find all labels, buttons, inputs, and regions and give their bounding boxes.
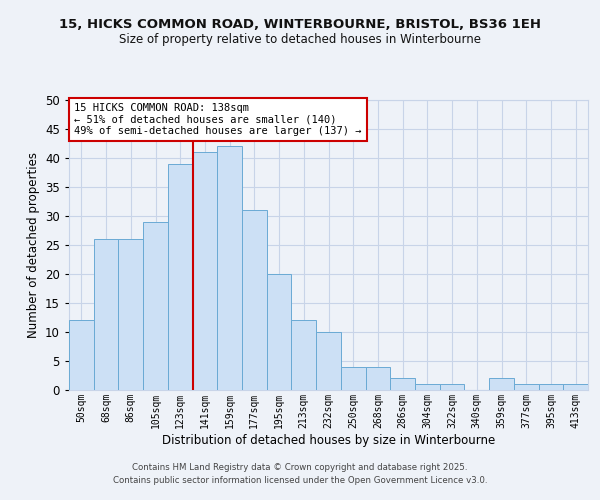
Y-axis label: Number of detached properties: Number of detached properties [26, 152, 40, 338]
Bar [118, 239, 143, 390]
Bar [242, 210, 267, 390]
Text: Contains public sector information licensed under the Open Government Licence v3: Contains public sector information licen… [113, 476, 487, 485]
Bar [94, 239, 118, 390]
Text: Contains HM Land Registry data © Crown copyright and database right 2025.: Contains HM Land Registry data © Crown c… [132, 464, 468, 472]
Bar [69, 320, 94, 390]
Bar [539, 384, 563, 390]
Bar [489, 378, 514, 390]
Bar [341, 367, 365, 390]
Bar [217, 146, 242, 390]
Bar [267, 274, 292, 390]
Bar [415, 384, 440, 390]
Text: Size of property relative to detached houses in Winterbourne: Size of property relative to detached ho… [119, 32, 481, 46]
Bar [316, 332, 341, 390]
Bar [168, 164, 193, 390]
Bar [563, 384, 588, 390]
Text: 15, HICKS COMMON ROAD, WINTERBOURNE, BRISTOL, BS36 1EH: 15, HICKS COMMON ROAD, WINTERBOURNE, BRI… [59, 18, 541, 30]
Bar [390, 378, 415, 390]
Bar [514, 384, 539, 390]
Bar [193, 152, 217, 390]
Bar [143, 222, 168, 390]
Bar [292, 320, 316, 390]
X-axis label: Distribution of detached houses by size in Winterbourne: Distribution of detached houses by size … [162, 434, 495, 446]
Bar [440, 384, 464, 390]
Bar [365, 367, 390, 390]
Text: 15 HICKS COMMON ROAD: 138sqm
← 51% of detached houses are smaller (140)
49% of s: 15 HICKS COMMON ROAD: 138sqm ← 51% of de… [74, 103, 362, 136]
